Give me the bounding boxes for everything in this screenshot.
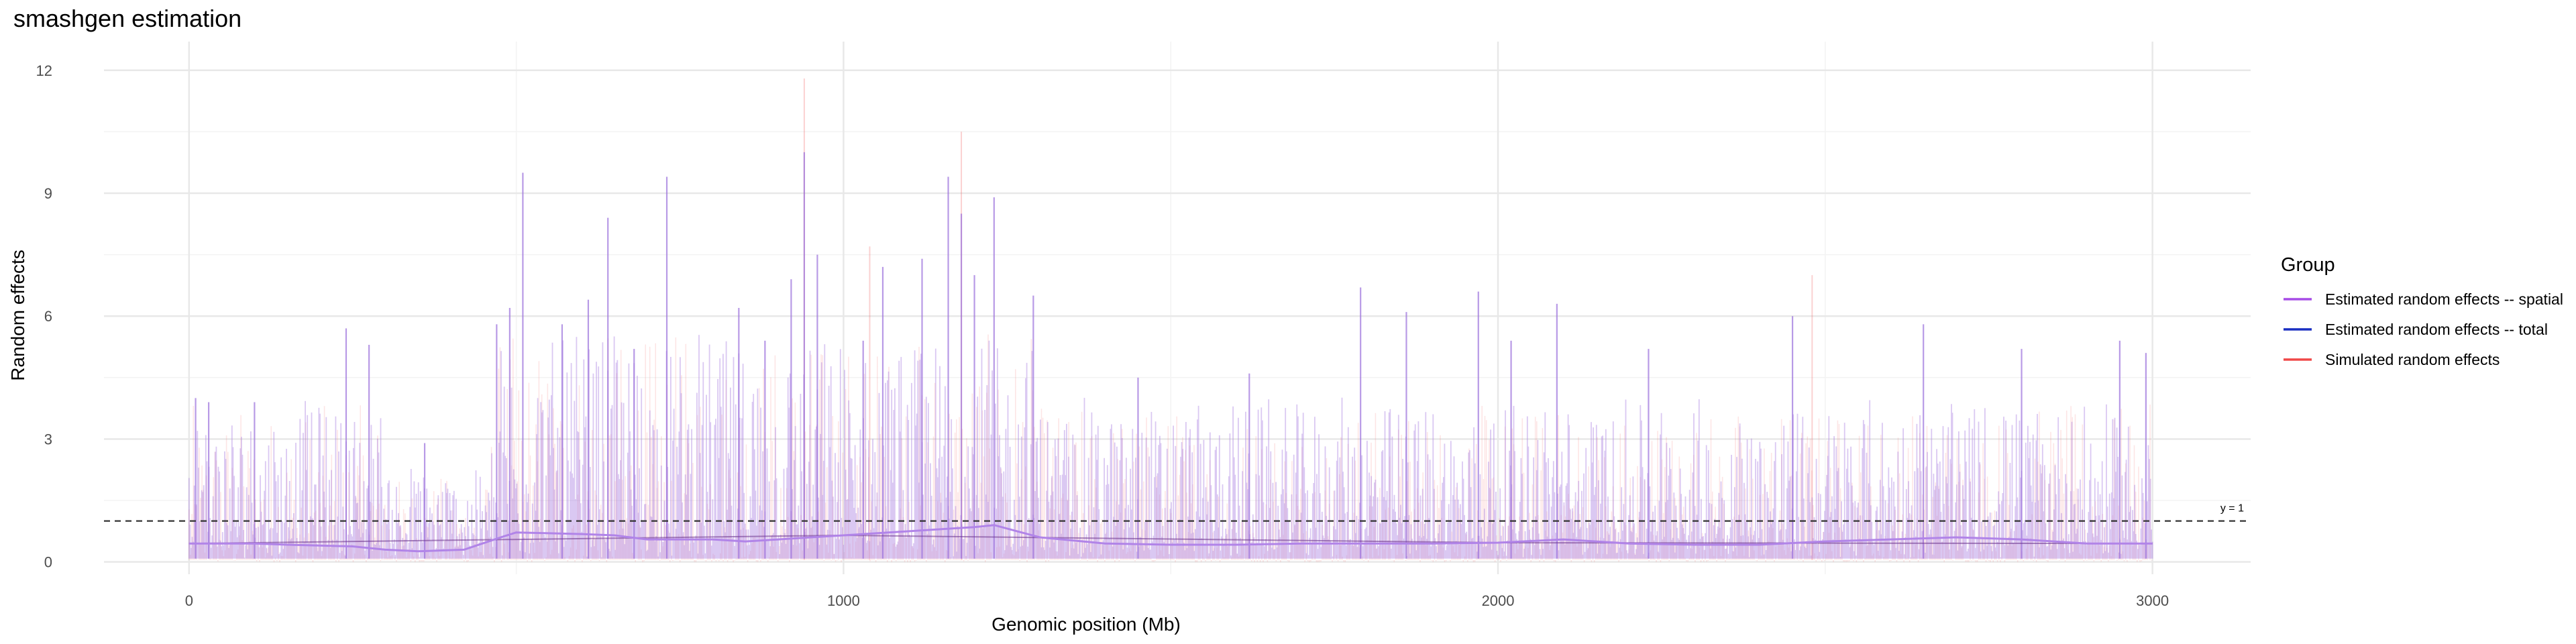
simulated-effects-lines: [189, 334, 2153, 562]
x-tick-label: 1000: [827, 592, 860, 609]
x-tick-label: 3000: [2136, 592, 2169, 609]
y-axis-ticks: 0 3 6 9 12: [36, 62, 52, 571]
series-line: [189, 524, 2153, 553]
y-tick-label: 3: [44, 431, 52, 447]
x-axis-title: Genomic position (Mb): [991, 614, 1181, 635]
legend: Group Estimated random effects -- spatia…: [2281, 254, 2563, 368]
spatial-series: [188, 152, 2153, 559]
reference-line-group: y = 1: [104, 503, 2251, 522]
chart-title: smashgen estimation: [13, 5, 241, 32]
x-tick-label: 2000: [1482, 592, 1515, 609]
y-tick-label: 6: [44, 308, 52, 325]
legend-label: Estimated random effects -- total: [2325, 321, 2548, 338]
x-axis-ticks: 0 1000 2000 3000: [185, 592, 2169, 609]
legend-entries: Estimated random effects -- spatial Estim…: [2284, 290, 2563, 368]
legend-label: Simulated random effects: [2325, 351, 2500, 368]
grid: [104, 42, 2251, 574]
x-tick-label: 0: [185, 592, 193, 609]
y-tick-label: 0: [44, 554, 52, 571]
y-tick-label: 12: [36, 62, 52, 79]
spatial-effects-lines: [188, 335, 2153, 559]
legend-label: Estimated random effects -- spatial: [2325, 290, 2563, 308]
smooth-series: [189, 524, 2153, 553]
y-axis-title: Random effects: [7, 250, 28, 381]
series-line: [189, 535, 2153, 545]
y-tick-label: 9: [44, 185, 52, 202]
legend-title: Group: [2281, 254, 2335, 276]
series-line: [189, 535, 2153, 545]
reference-line-label: y = 1: [2220, 503, 2244, 515]
